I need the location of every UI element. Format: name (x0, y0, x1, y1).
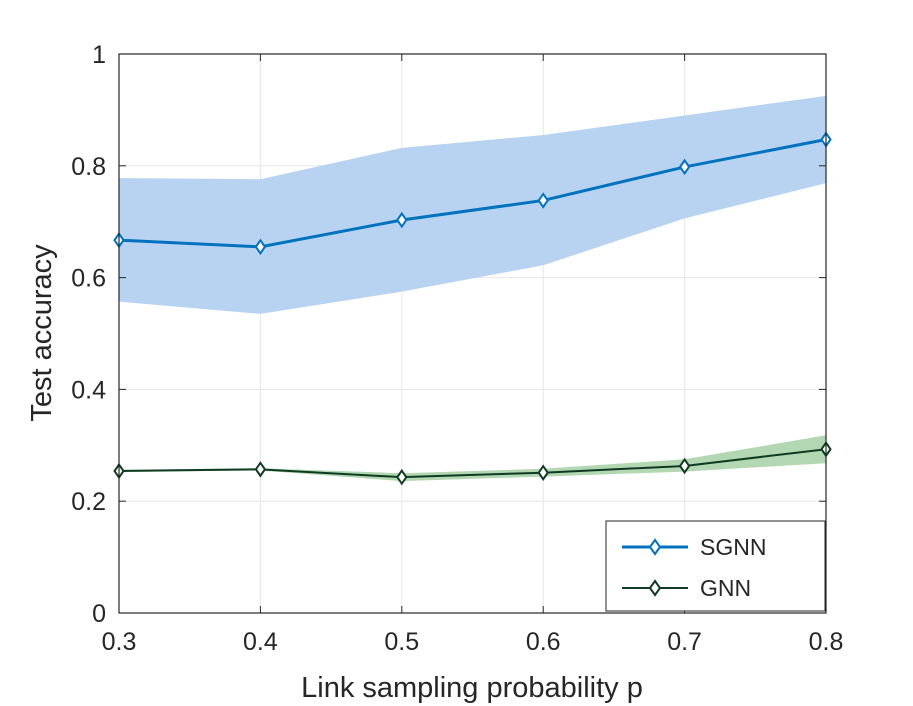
legend-marker-gnn (648, 579, 662, 597)
y-tick-label: 1 (92, 41, 106, 69)
x-tick-label: 0.8 (809, 628, 844, 656)
point-gnn-1 (254, 461, 267, 478)
point-gnn-3 (537, 464, 549, 481)
y-tick-label: 0.4 (71, 376, 106, 404)
y-tick-label: 0 (92, 600, 106, 628)
confidence-bands (119, 95, 826, 482)
legend-label-gnn: GNN (700, 575, 751, 601)
x-tick-labels: 0.3 0.4 0.5 0.6 0.7 0.8 (102, 628, 844, 656)
line-gnn (118, 448, 827, 479)
point-gnn-4 (678, 457, 691, 475)
y-tick-labels: 0 0.2 0.4 0.6 0.8 1 (71, 41, 106, 628)
y-tick-label: 0.6 (71, 265, 106, 293)
line-sgnn (118, 138, 827, 249)
legend-box (605, 520, 826, 612)
point-sgnn-1 (254, 238, 267, 256)
legend: SGNN GNN (605, 520, 826, 612)
x-tick-label: 0.6 (526, 628, 561, 656)
series-markers (113, 131, 832, 486)
x-tick-label: 0.4 (243, 628, 278, 656)
plot-border (118, 53, 827, 614)
x-axis-title: Link sampling probability p (301, 672, 643, 704)
x-tick-label: 0.5 (384, 628, 419, 656)
point-sgnn-2 (396, 211, 408, 229)
x-tick-label: 0.3 (102, 628, 137, 656)
y-tick-label: 0.2 (71, 488, 106, 516)
band-gnn (119, 435, 826, 482)
y-tick-label: 0.8 (71, 153, 106, 181)
y-axis-title: Test accuracy (26, 244, 58, 422)
point-sgnn-4 (678, 158, 691, 176)
band-sgnn (119, 95, 826, 314)
axis-ticks (118, 53, 827, 614)
x-tick-label: 0.7 (667, 628, 702, 656)
legend-label-sgnn: SGNN (700, 534, 766, 560)
legend-marker-sgnn (648, 538, 662, 556)
point-sgnn-3 (537, 192, 549, 209)
point-gnn-2 (396, 468, 408, 486)
series-lines (118, 138, 827, 479)
